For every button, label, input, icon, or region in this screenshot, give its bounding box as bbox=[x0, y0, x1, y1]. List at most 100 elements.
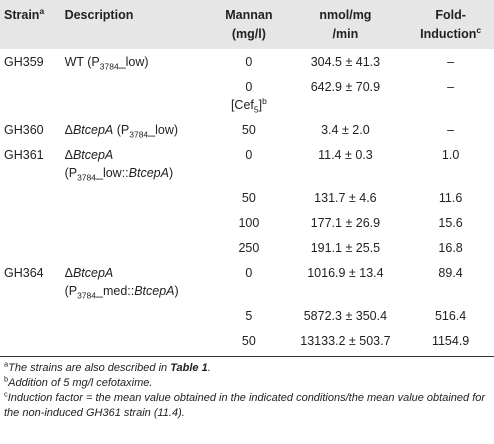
column-header: Description bbox=[61, 0, 215, 49]
table-cell: 642.9 ± 70.9 bbox=[284, 74, 408, 117]
table-cell bbox=[61, 185, 215, 210]
text-segment: 50 bbox=[241, 123, 256, 137]
cell-line: 191.1 ± 25.5 bbox=[288, 239, 404, 257]
table-row: 100 177.1 ± 26.9 15.6 bbox=[0, 210, 494, 235]
table-cell bbox=[61, 74, 215, 117]
text-segment: 0 bbox=[245, 55, 253, 69]
table-cell: 0 bbox=[214, 49, 283, 74]
text-segment: _low) bbox=[148, 123, 179, 137]
table-cell: 5 bbox=[214, 303, 283, 328]
text-segment: BtcepA bbox=[134, 284, 175, 298]
table-cell bbox=[0, 328, 61, 357]
cell-line: 50 bbox=[218, 189, 279, 207]
text-segment: 1154.9 bbox=[431, 334, 470, 348]
text-segment: . bbox=[207, 362, 211, 374]
cell-line: 642.9 ± 70.9 bbox=[288, 78, 404, 96]
table-cell: 100 bbox=[214, 210, 283, 235]
column-header: Mannan (mg/l) bbox=[214, 0, 283, 49]
cell-line: 3.4 ± 2.0 bbox=[288, 121, 404, 139]
text-segment: 3784 bbox=[77, 290, 96, 301]
table-cell: WT (P3784_low) bbox=[61, 49, 215, 74]
text-segment: 0 bbox=[245, 148, 253, 162]
text-segment: – bbox=[447, 80, 455, 94]
text-segment: _med:: bbox=[96, 284, 135, 298]
text-segment: Mannan bbox=[225, 8, 273, 22]
cell-line: Mannan bbox=[218, 6, 279, 25]
text-segment: Δ bbox=[64, 123, 73, 137]
text-segment: 3784 bbox=[77, 172, 96, 183]
data-table: Straina Description Mannan (mg/l) nmol/mg/mi… bbox=[0, 0, 494, 357]
text-segment: WT (P bbox=[64, 55, 100, 69]
text-segment: 3.4 ± 2.0 bbox=[321, 123, 370, 137]
text-segment: 5 bbox=[253, 104, 259, 115]
text-segment: 3784 bbox=[129, 129, 149, 140]
cell-line: 13133.2 ± 503.7 bbox=[288, 332, 404, 350]
table-cell: 50 bbox=[214, 328, 284, 357]
cell-line: (mg/l) bbox=[218, 25, 279, 44]
text-segment: /min bbox=[332, 27, 359, 41]
cell-line: Straina bbox=[4, 6, 57, 25]
cell-line: 5872.3 ± 350.4 bbox=[288, 307, 404, 325]
text-segment: Induction bbox=[420, 27, 477, 41]
text-segment: a bbox=[4, 359, 9, 369]
table-cell: ΔBtcepA (P3784_low::BtcepA) bbox=[61, 142, 215, 185]
text-segment: 250 bbox=[238, 241, 260, 255]
text-segment: Induction factor = the mean value obtain… bbox=[4, 392, 486, 419]
text-segment: Description bbox=[64, 8, 134, 22]
cell-line: 304.5 ± 41.3 bbox=[288, 53, 404, 71]
cell-line: GH364 bbox=[4, 264, 57, 282]
footnotes: aThe strains are also described in Table… bbox=[0, 357, 494, 421]
table-cell bbox=[61, 303, 215, 328]
table-row: 5 5872.3 ± 350.4 516.4 bbox=[0, 303, 494, 328]
table-cell: 11.4 ± 0.3 bbox=[284, 142, 408, 185]
text-segment: 100 bbox=[238, 216, 260, 230]
cell-line: Inductionc bbox=[411, 25, 490, 44]
cell-line: GH360 bbox=[4, 121, 57, 139]
footnote: aThe strains are also described in Table… bbox=[4, 359, 490, 376]
table-cell: 1154.9 bbox=[407, 328, 494, 357]
text-segment: – bbox=[447, 123, 455, 137]
text-segment: 1.0 bbox=[441, 148, 460, 162]
cell-line: [Cef5]b bbox=[218, 96, 279, 114]
text-segment: 11.6 bbox=[438, 191, 463, 205]
cell-line: Fold- bbox=[411, 6, 490, 25]
text-segment: nmol/mg bbox=[319, 8, 372, 22]
text-segment: 11.4 ± 0.3 bbox=[318, 148, 373, 162]
cell-line: 15.6 bbox=[411, 214, 490, 232]
text-segment: 13133.2 ± 503.7 bbox=[300, 334, 391, 348]
text-segment: GH361 bbox=[4, 148, 44, 162]
cell-line: 5 bbox=[218, 307, 279, 325]
text-segment: – bbox=[447, 55, 455, 69]
text-segment: GH364 bbox=[4, 266, 44, 280]
text-segment: [Cef bbox=[230, 98, 254, 112]
table-body: GH359 WT (P3784_low) 0 304.5 ± 41.3–0 [Cef5]… bbox=[0, 49, 494, 357]
text-segment: (mg/l) bbox=[231, 27, 266, 41]
text-segment: (P bbox=[64, 284, 78, 298]
text-segment: 3784 bbox=[99, 61, 119, 72]
table-row: GH359 WT (P3784_low) 0 304.5 ± 41.3 – bbox=[0, 49, 494, 74]
cell-line: 100 bbox=[218, 214, 279, 232]
cell-line: 0 bbox=[218, 264, 279, 282]
text-segment: 5872.3 ± 350.4 bbox=[303, 309, 388, 323]
text-segment: 89.4 bbox=[438, 266, 463, 280]
text-segment: Δ bbox=[64, 266, 73, 280]
text-segment: Δ bbox=[64, 148, 73, 162]
table-cell bbox=[61, 210, 215, 235]
table-cell: ΔBtcepA (P3784_med::BtcepA) bbox=[61, 260, 215, 303]
table-row: 50 13133.2 ± 503.7 1154.9 bbox=[0, 328, 494, 357]
table-cell bbox=[0, 185, 61, 210]
table-cell: 0 bbox=[214, 260, 283, 303]
table-row: GH360 ΔBtcepA (P3784_low) 50 3.4 ± 2.0 – bbox=[0, 117, 494, 142]
table-row: 250 191.1 ± 25.5 16.8 bbox=[0, 235, 494, 260]
text-segment: _low:: bbox=[96, 166, 129, 180]
column-header: nmol/mg/min bbox=[284, 0, 408, 49]
table-cell: 516.4 bbox=[407, 303, 494, 328]
text-segment: 177.1 ± 26.9 bbox=[310, 216, 381, 230]
text-segment: GH360 bbox=[4, 123, 44, 137]
text-segment: 131.7 ± 4.6 bbox=[314, 191, 377, 205]
cell-line: 50 bbox=[218, 332, 279, 350]
cell-line: nmol/mg bbox=[288, 6, 404, 25]
text-segment: 50 bbox=[241, 191, 256, 205]
text-segment: Addition of 5 mg/l cefotaxime. bbox=[8, 377, 153, 389]
table-cell: 1.0 bbox=[407, 142, 494, 185]
